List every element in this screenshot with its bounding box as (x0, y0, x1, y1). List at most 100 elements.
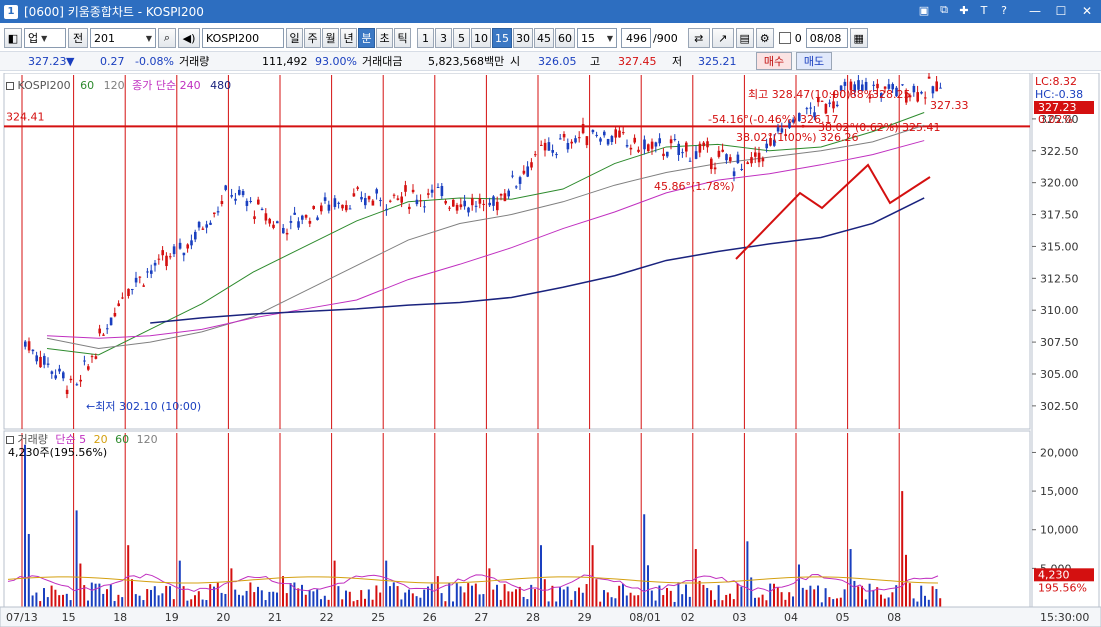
volume-bar (102, 593, 105, 607)
date-input[interactable]: 08/08 (805, 28, 848, 48)
draw-tool-icon[interactable]: ↗ (711, 28, 734, 48)
open-value: 326.05 (538, 54, 577, 68)
volume-bar (839, 597, 842, 607)
volume-bar (677, 582, 680, 607)
period-button-5[interactable]: 초 (376, 28, 393, 48)
volume-bar (182, 586, 185, 607)
volume-bar (427, 586, 429, 607)
buy-button[interactable]: 매수 (756, 52, 792, 70)
market-all-button[interactable]: 전 (68, 28, 88, 48)
volume-bar (224, 593, 227, 607)
zero-checkbox[interactable] (778, 32, 791, 44)
calendar-icon[interactable]: ▦ (849, 28, 868, 48)
volume-bar (713, 599, 716, 607)
close-icon[interactable]: ✕ (1081, 4, 1093, 18)
chart-canvas[interactable]: 325.00 322.50 320.00 317.50 315.00 312.50 310.… (0, 73, 1101, 627)
price-tick-label: 307.50 (1040, 336, 1079, 349)
x-axis-label: 08 (887, 611, 901, 624)
volume-bar (452, 601, 454, 607)
volume-bar (448, 582, 451, 607)
volume-bar (650, 590, 653, 607)
volume-bar (647, 565, 649, 607)
candle-body (411, 189, 415, 193)
code-input[interactable]: 201 ▼ (90, 28, 156, 48)
volume-bar (935, 588, 938, 607)
volume-bar (316, 589, 319, 607)
volume-bar (75, 510, 78, 607)
candle-body (54, 375, 57, 379)
volume-bar (69, 600, 72, 607)
text-icon[interactable]: T (980, 3, 988, 17)
volume-bar (883, 598, 886, 607)
candle-body (765, 143, 768, 149)
volume-bar (861, 585, 863, 607)
period-button-1[interactable]: 주 (304, 28, 321, 48)
interval-button-6[interactable]: 45 (534, 28, 554, 48)
volume-bar (820, 602, 823, 607)
interval-button-1[interactable]: 3 (435, 28, 452, 48)
candle-body (817, 97, 820, 103)
volume-bar (396, 586, 399, 607)
candle-body (694, 151, 698, 159)
candle-body (788, 121, 791, 128)
volume-bar (547, 601, 550, 607)
volume-bar (117, 594, 120, 607)
title-tools: ▣ ⧉ ✚ T ? (917, 3, 1011, 17)
volume-bar (276, 592, 278, 607)
volume-bar (249, 582, 252, 607)
candle-body (43, 355, 46, 365)
window-arrange-icon[interactable]: ▣ (918, 3, 930, 17)
period-button-4[interactable]: 분 (358, 28, 375, 48)
count-input[interactable]: 496 (621, 28, 651, 48)
search-icon[interactable]: ⌕ (158, 28, 176, 48)
help-icon[interactable]: ? (1001, 3, 1007, 17)
candle-body (861, 84, 864, 92)
compare-icon[interactable]: ⇄ (687, 28, 710, 48)
interval-button-7[interactable]: 60 (555, 28, 575, 48)
interval-select[interactable]: 15 ▼ (577, 28, 617, 48)
legend-toggle-icon[interactable] (6, 82, 14, 90)
restore-layout-icon[interactable]: ⧉ (940, 3, 948, 16)
interval-button-4[interactable]: 15 (492, 28, 512, 48)
candle-body (337, 202, 340, 204)
x-axis-label: 19 (165, 611, 179, 624)
candle-body (352, 193, 356, 197)
maximize-icon[interactable]: ☐ (1055, 4, 1067, 18)
interval-button-3[interactable]: 10 (471, 28, 491, 48)
candle-body (578, 137, 581, 139)
candle-body (178, 242, 182, 249)
interval-button-5[interactable]: 30 (513, 28, 533, 48)
volume-legend-toggle-icon[interactable] (6, 436, 14, 444)
interval-button-0[interactable]: 1 (417, 28, 434, 48)
sell-button[interactable]: 매도 (796, 52, 832, 70)
volume-bar (430, 583, 433, 607)
volume-bar (411, 593, 414, 607)
market-select[interactable]: 업 ▼ (24, 28, 66, 48)
chart-area[interactable]: 325.00 322.50 320.00 317.50 315.00 312.50 310.… (0, 73, 1101, 627)
candle-body (658, 138, 661, 144)
candle-body (757, 152, 761, 163)
candle-body (710, 158, 713, 170)
period-button-3[interactable]: 년 (340, 28, 357, 48)
volume-bar (375, 585, 378, 607)
amount-value: 5,823,568백만 (428, 55, 505, 68)
period-button-6[interactable]: 틱 (394, 28, 411, 48)
volume-bar (320, 599, 322, 607)
volume-bar (503, 584, 506, 607)
period-button-0[interactable]: 일 (286, 28, 303, 48)
volume-bar (924, 595, 926, 607)
settings-gear-icon[interactable]: ⚙ (755, 28, 774, 48)
layout-icon[interactable]: ◧ (4, 28, 22, 48)
pin-icon[interactable]: ✚ (959, 3, 969, 17)
speaker-icon[interactable]: ◀) (178, 28, 200, 48)
minimize-icon[interactable]: — (1029, 4, 1041, 18)
open-label: 시 (510, 55, 521, 68)
volume-bar (209, 584, 212, 607)
save-icon[interactable]: ▤ (735, 28, 754, 48)
last-price-pct: 0.02% (1038, 113, 1073, 126)
candle-body (662, 153, 665, 157)
volume-bar (178, 560, 181, 607)
interval-button-2[interactable]: 5 (453, 28, 470, 48)
volume-bar (511, 591, 514, 607)
period-button-2[interactable]: 월 (322, 28, 339, 48)
